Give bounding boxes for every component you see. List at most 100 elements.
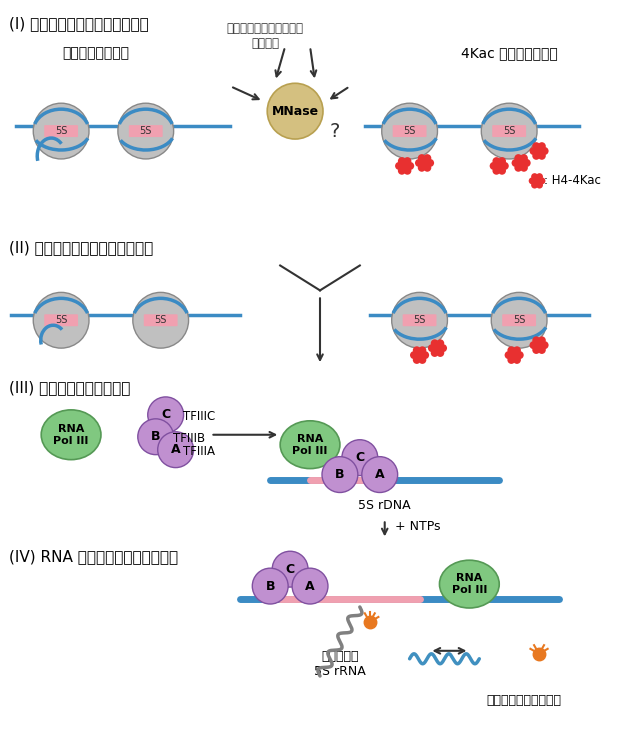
Circle shape <box>532 346 540 354</box>
Circle shape <box>481 104 537 159</box>
Text: C: C <box>285 562 294 575</box>
Text: (III) 転写前のプライミング: (III) 転写前のプライミング <box>10 380 131 395</box>
Circle shape <box>513 346 521 355</box>
Circle shape <box>138 419 173 454</box>
Circle shape <box>511 159 520 167</box>
Text: TFIIIA: TFIIIA <box>182 445 214 458</box>
Circle shape <box>520 154 528 162</box>
Circle shape <box>529 147 538 155</box>
Circle shape <box>531 181 538 188</box>
Circle shape <box>511 352 517 358</box>
Circle shape <box>508 346 515 355</box>
Circle shape <box>431 339 438 347</box>
Circle shape <box>426 159 434 167</box>
Circle shape <box>419 356 426 364</box>
Circle shape <box>421 351 429 359</box>
FancyBboxPatch shape <box>44 314 78 327</box>
Circle shape <box>516 351 524 359</box>
Text: 5S rDNA: 5S rDNA <box>358 500 411 513</box>
Circle shape <box>520 164 528 172</box>
Circle shape <box>418 154 426 162</box>
Circle shape <box>33 293 89 348</box>
Text: A: A <box>375 468 385 481</box>
Circle shape <box>490 162 498 170</box>
Text: 5S: 5S <box>55 315 67 325</box>
Circle shape <box>342 440 378 476</box>
Circle shape <box>515 154 522 162</box>
Text: TFIIIC: TFIIIC <box>182 411 215 423</box>
Circle shape <box>536 148 542 154</box>
Circle shape <box>268 83 323 139</box>
FancyBboxPatch shape <box>502 314 536 327</box>
Circle shape <box>395 162 403 170</box>
Ellipse shape <box>440 560 499 608</box>
Circle shape <box>435 345 441 352</box>
Text: A: A <box>305 580 315 593</box>
Text: アンチセンスプローブ: アンチセンスプローブ <box>486 693 562 707</box>
Circle shape <box>504 351 513 359</box>
Text: ?: ? <box>330 122 340 141</box>
Circle shape <box>392 293 447 348</box>
Circle shape <box>518 160 524 166</box>
Circle shape <box>529 178 536 184</box>
Ellipse shape <box>41 410 101 460</box>
Circle shape <box>410 351 418 359</box>
Circle shape <box>157 432 193 468</box>
Text: 4Kac 修飾クロマチン: 4Kac 修飾クロマチン <box>461 46 557 60</box>
Text: MNase: MNase <box>271 104 319 118</box>
Text: B: B <box>151 430 161 443</box>
Circle shape <box>118 104 173 159</box>
Circle shape <box>431 349 438 357</box>
Circle shape <box>492 293 547 348</box>
Circle shape <box>415 159 423 167</box>
Circle shape <box>398 167 406 175</box>
Circle shape <box>272 551 308 587</box>
Circle shape <box>428 344 436 352</box>
Circle shape <box>515 164 522 172</box>
Circle shape <box>541 147 548 155</box>
Circle shape <box>541 341 548 349</box>
Text: B: B <box>335 468 345 481</box>
Ellipse shape <box>280 421 340 469</box>
Text: 無修飾クロマチン: 無修飾クロマチン <box>63 46 129 60</box>
Circle shape <box>418 164 426 172</box>
Text: RNA
Pol III: RNA Pol III <box>452 573 487 595</box>
Text: RNA
Pol III: RNA Pol III <box>292 434 328 456</box>
Text: : H4-4Kac: : H4-4Kac <box>544 175 601 187</box>
Circle shape <box>498 167 506 175</box>
Circle shape <box>538 152 546 160</box>
Text: A: A <box>171 443 180 456</box>
Circle shape <box>532 336 540 344</box>
Circle shape <box>413 356 420 364</box>
Circle shape <box>33 104 89 159</box>
Text: 5S: 5S <box>513 315 525 325</box>
Circle shape <box>538 336 546 344</box>
Text: (I) クロマチンアクセシビリティ: (I) クロマチンアクセシビリティ <box>10 17 149 32</box>
Circle shape <box>498 157 506 165</box>
Text: + NTPs: + NTPs <box>395 520 440 533</box>
Circle shape <box>538 142 546 150</box>
FancyBboxPatch shape <box>393 125 426 137</box>
Circle shape <box>421 160 428 166</box>
Text: (IV) RNA ポリメラーゼによる転写: (IV) RNA ポリメラーゼによる転写 <box>10 550 179 564</box>
Circle shape <box>523 159 531 167</box>
Circle shape <box>532 152 540 160</box>
Circle shape <box>292 569 328 604</box>
Circle shape <box>413 346 420 355</box>
Circle shape <box>529 341 538 349</box>
FancyBboxPatch shape <box>129 125 163 137</box>
Circle shape <box>536 342 542 349</box>
Circle shape <box>538 346 546 354</box>
FancyBboxPatch shape <box>44 125 78 137</box>
Circle shape <box>536 173 543 180</box>
Text: 5S: 5S <box>403 126 416 136</box>
Text: 転写された
5S rRNA: 転写された 5S rRNA <box>314 649 366 678</box>
Circle shape <box>501 162 509 170</box>
Circle shape <box>417 352 423 358</box>
Text: RNA
Pol III: RNA Pol III <box>53 424 89 445</box>
Circle shape <box>538 178 545 184</box>
Text: B: B <box>266 580 275 593</box>
Text: C: C <box>161 408 170 421</box>
Circle shape <box>403 157 412 165</box>
Circle shape <box>362 457 397 492</box>
